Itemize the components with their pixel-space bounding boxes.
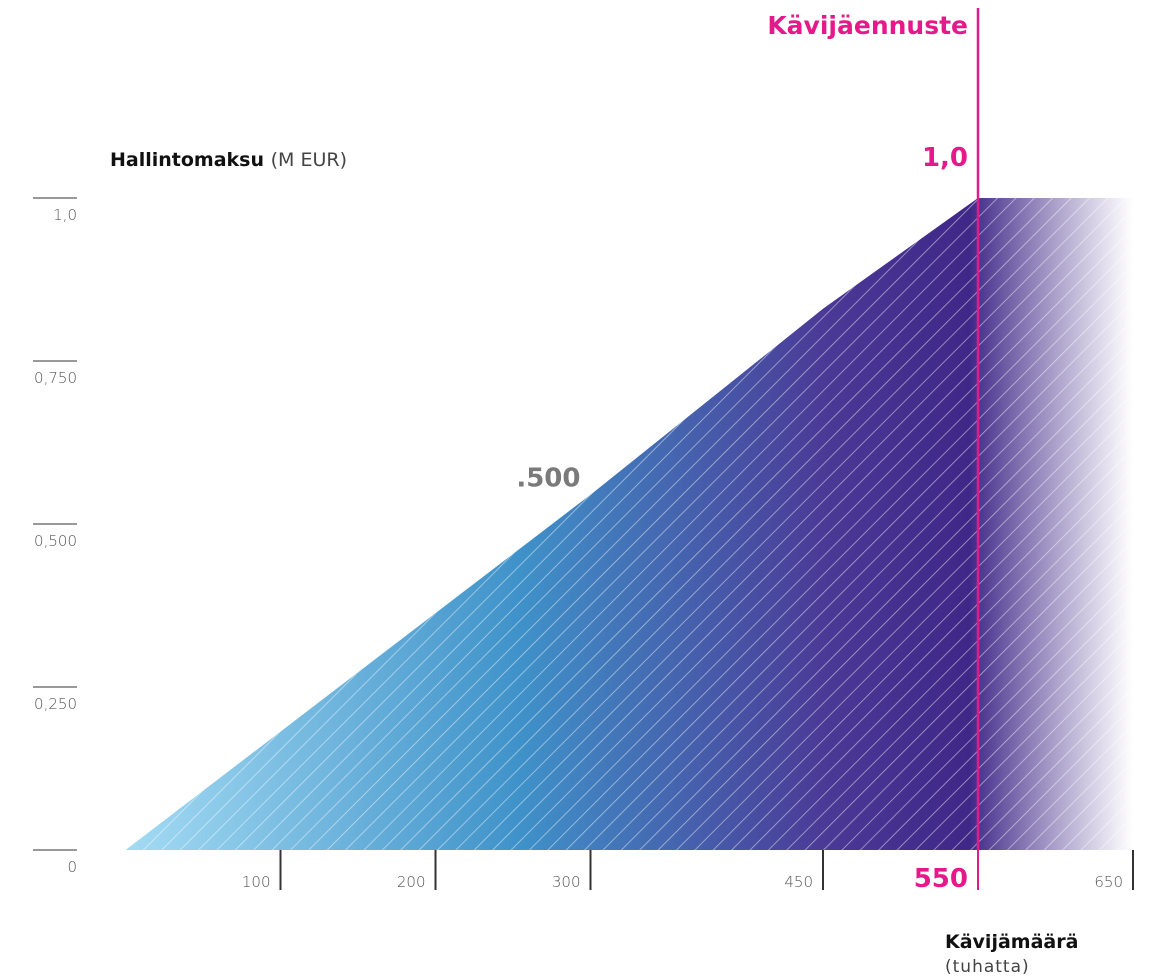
forecast-title: Kävijäennuste (767, 11, 968, 40)
y-axis-title-unit: (M EUR) (271, 149, 347, 171)
y-axis-title: Hallintomaksu (M EUR) (110, 149, 347, 171)
y-axis-title-main: Hallintomaksu (110, 149, 271, 171)
forecast-y-label: 1,0 (922, 143, 968, 173)
x-tick-label: 300 (552, 873, 581, 891)
y-axis: 0 0,250 0,500 0,750 1,0 (33, 197, 77, 876)
x-tick-label: 200 (397, 873, 426, 891)
y-tick-label: 0,500 (34, 532, 77, 550)
forecast-highlight: Kävijäennuste 1,0 .500 (516, 8, 980, 850)
x-tick-label: 100 (242, 873, 271, 891)
y-tick-label: 0 (67, 858, 77, 876)
y-tick-label: 0,750 (34, 369, 77, 387)
x-tick-label: 450 (784, 873, 813, 891)
area-hatch (125, 198, 1133, 850)
value-annotation: .500 (516, 464, 580, 494)
axis-labels: Hallintomaksu (M EUR) Kävijämäärä (tuhatta… (110, 149, 1078, 977)
x-axis-title: Kävijämäärä (945, 931, 1078, 953)
y-tick-label: 1,0 (53, 206, 77, 224)
x-axis-unit: (tuhatta) (945, 957, 1030, 977)
forecast-x-label: 550 (914, 864, 968, 894)
x-tick-label: 650 (1094, 873, 1123, 891)
y-tick-label: 0,250 (34, 695, 77, 713)
x-axis: 100 200 300 450 550 650 (242, 850, 1134, 894)
area-layer (125, 198, 1133, 850)
